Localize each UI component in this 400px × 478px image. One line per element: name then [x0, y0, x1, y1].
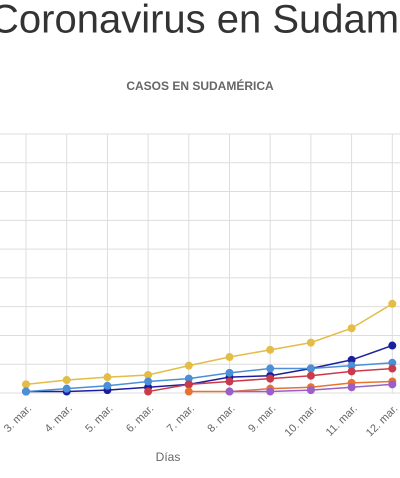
data-point	[306, 364, 315, 373]
data-point	[388, 341, 397, 350]
data-point	[266, 345, 275, 354]
data-point	[225, 387, 234, 396]
x-tick-label: 11. mar.	[324, 403, 360, 439]
data-point	[306, 371, 315, 380]
data-point	[388, 299, 397, 308]
data-point	[347, 324, 356, 333]
data-point	[184, 380, 193, 389]
data-point	[306, 338, 315, 347]
x-tick-label: 4. mar.	[43, 403, 75, 435]
data-point	[266, 364, 275, 373]
data-point	[347, 367, 356, 376]
data-point	[266, 374, 275, 383]
data-point	[144, 387, 153, 396]
data-point	[22, 387, 30, 396]
x-tick-label: 7. mar.	[165, 403, 197, 435]
x-tick-label: 10. mar.	[282, 403, 319, 440]
data-point	[225, 368, 234, 377]
data-point	[347, 361, 356, 370]
series-line	[26, 344, 393, 393]
x-axis-title: Días	[156, 450, 181, 464]
x-tick-label: 12. mar.	[364, 403, 400, 440]
series-line	[188, 380, 393, 393]
page-title: Coronavirus en Sudamérica	[0, 0, 400, 42]
data-point	[266, 387, 275, 396]
x-tick-label: 6. mar.	[124, 403, 156, 435]
data-point	[103, 373, 112, 382]
series-line	[25, 362, 393, 393]
data-point	[184, 387, 193, 396]
data-point	[225, 377, 234, 386]
data-point	[103, 381, 112, 390]
data-point	[62, 384, 71, 393]
data-point	[388, 358, 397, 367]
data-point	[225, 353, 234, 362]
data-point	[184, 361, 193, 370]
chart-subtitle: CASOS EN SUDAMÉRICA	[126, 78, 274, 93]
x-tick-label: 5. mar.	[83, 403, 115, 435]
series-line	[25, 303, 393, 386]
x-tick-label: 8. mar.	[205, 403, 237, 435]
data-point	[144, 371, 153, 380]
data-point	[388, 380, 397, 389]
data-point	[62, 376, 71, 385]
x-tick-label: 9. mar.	[246, 403, 278, 435]
data-point	[347, 355, 356, 364]
data-point	[306, 386, 315, 395]
data-point	[347, 383, 356, 392]
data-point	[388, 364, 397, 373]
data-point	[184, 374, 193, 383]
data-point	[22, 380, 30, 389]
data-point	[144, 377, 153, 386]
x-tick-label: 3. mar.	[2, 403, 34, 435]
